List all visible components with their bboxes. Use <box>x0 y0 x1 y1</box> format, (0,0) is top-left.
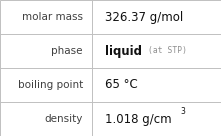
Text: 326.37 g/mol: 326.37 g/mol <box>105 10 183 24</box>
Text: boiling point: boiling point <box>18 80 83 90</box>
Text: (at STP): (at STP) <box>148 47 187 55</box>
Text: molar mass: molar mass <box>22 12 83 22</box>
Text: density: density <box>44 114 83 124</box>
Text: phase: phase <box>51 46 83 56</box>
Text: 3: 3 <box>180 107 185 116</box>
Text: 1.018 g/cm: 1.018 g/cm <box>105 112 171 126</box>
Text: liquid: liquid <box>105 44 150 58</box>
Text: 65 °C: 65 °C <box>105 78 138 92</box>
